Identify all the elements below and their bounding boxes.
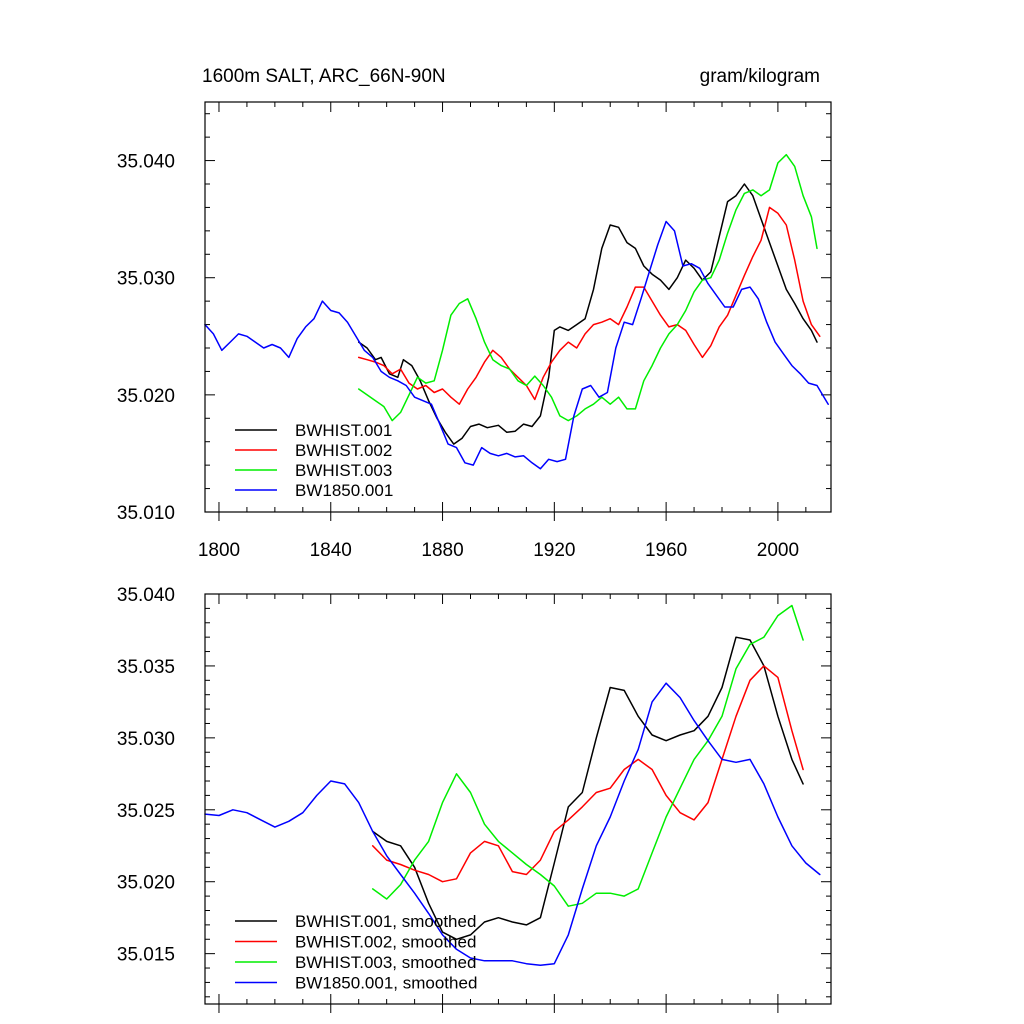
- y-tick-label: 35.020: [117, 873, 175, 894]
- units-label: gram/kilogram: [700, 66, 820, 87]
- bottom-axis-tick-labels: 35.015 35.020 35.025 35.030 35.035 35.040: [117, 585, 175, 966]
- x-tick-label: 1920: [533, 540, 575, 561]
- x-tick-label: 1880: [421, 540, 463, 561]
- bottom-axis-ticks: [205, 593, 831, 1013]
- series-line: [204, 220, 829, 470]
- legend-label: BW1850.001: [295, 481, 393, 500]
- y-tick-label: 35.035: [117, 657, 175, 678]
- y-tick-label: 35.030: [117, 269, 175, 290]
- x-tick-label: 1840: [310, 540, 352, 561]
- series-line: [371, 604, 804, 907]
- bottom-plot-frame: [204, 593, 832, 1005]
- chart-title: 1600m SALT, ARC_66N-90N: [202, 66, 446, 87]
- top-plot-frame: [204, 101, 832, 513]
- top-axis-tick-labels: 1800 1840 1880 1920 1960 2000 35.010 35.020 35.0…: [117, 152, 799, 561]
- y-tick-label: 35.015: [117, 945, 175, 966]
- y-tick-label: 35.020: [117, 386, 175, 407]
- series-line: [204, 682, 821, 966]
- y-tick-label: 35.040: [117, 585, 175, 606]
- top-panel: 1600m SALT, ARC_66N-90N gram/kilogram 18…: [117, 66, 832, 561]
- y-tick-label: 35.040: [117, 152, 175, 173]
- legend-label: BWHIST.001, smoothed: [295, 912, 476, 931]
- x-tick-label: 2000: [757, 540, 799, 561]
- legend-label: BWHIST.002, smoothed: [295, 933, 476, 952]
- series-line: [357, 153, 818, 422]
- series-line: [357, 206, 821, 405]
- series-line: [371, 665, 804, 883]
- x-tick-label: 1960: [645, 540, 687, 561]
- bottom-series-lines: [204, 604, 821, 966]
- legend-label: BWHIST.003, smoothed: [295, 953, 476, 972]
- series-line: [371, 636, 804, 941]
- top-series-lines: [204, 153, 829, 470]
- y-tick-label: 35.025: [117, 801, 175, 822]
- legend-label: BWHIST.001: [295, 421, 392, 440]
- bottom-legend: BWHIST.001, smoothed BWHIST.002, smoothed…: [235, 912, 477, 993]
- x-tick-label: 1800: [198, 540, 240, 561]
- legend-label: BW1850.001, smoothed: [295, 974, 477, 993]
- legend-label: BWHIST.002: [295, 441, 392, 460]
- y-tick-label: 35.010: [117, 503, 175, 524]
- y-tick-label: 35.030: [117, 729, 175, 750]
- legend-label: BWHIST.003: [295, 461, 392, 480]
- series-line: [357, 183, 818, 445]
- top-axis-ticks: [205, 102, 831, 521]
- bottom-panel: 35.015 35.020 35.025 35.030 35.035 35.040 BWH…: [117, 585, 832, 1013]
